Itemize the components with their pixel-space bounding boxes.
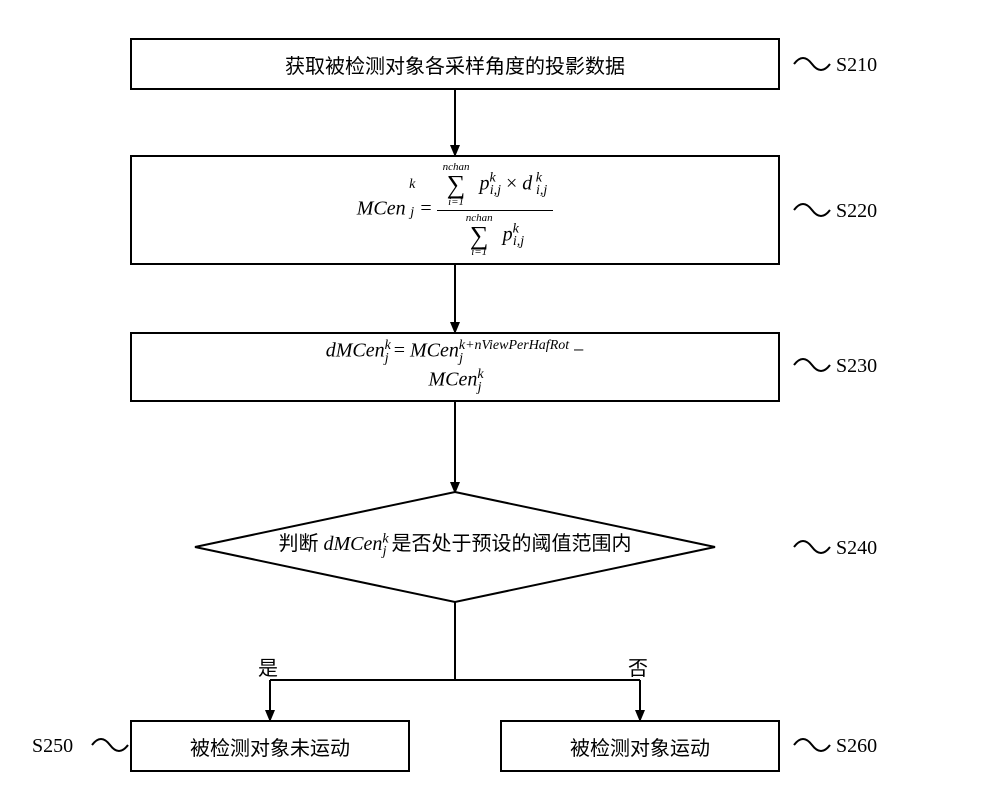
branch-yes-label: 是 xyxy=(258,652,278,681)
step-s260-text: 被检测对象运动 xyxy=(570,732,710,761)
step-s240-text: 判断 dMCenkj 是否处于预设的阈值范围内 xyxy=(195,527,715,560)
branch-no-label: 否 xyxy=(628,652,648,681)
step-s220-formula: MCen k j = nchan∑i=1 pki,j × d ki,j ncha… xyxy=(357,162,554,258)
step-s230-formula: dMCenkj = MCenk+nViewPerHafRotj − MCenkj xyxy=(297,338,614,395)
step-s210-text: 获取被检测对象各采样角度的投影数据 xyxy=(285,50,625,79)
step-label-s240: S240 xyxy=(836,537,877,560)
step-s250-box: 被检测对象未运动 xyxy=(130,720,410,772)
step-label-s220: S220 xyxy=(836,200,877,223)
step-label-s230: S230 xyxy=(836,355,877,378)
s240-suffix: 是否处于预设的阈值范围内 xyxy=(392,533,632,555)
s240-prefix: 判断 xyxy=(279,533,324,555)
step-s210-box: 获取被检测对象各采样角度的投影数据 xyxy=(130,38,780,90)
step-s260-box: 被检测对象运动 xyxy=(500,720,780,772)
step-label-s260: S260 xyxy=(836,735,877,758)
step-s220-box: MCen k j = nchan∑i=1 pki,j × d ki,j ncha… xyxy=(130,155,780,265)
connector-layer xyxy=(0,0,1000,809)
step-label-s210: S210 xyxy=(836,54,877,77)
flowchart-canvas: 获取被检测对象各采样角度的投影数据 MCen k j = nchan∑i=1 p… xyxy=(0,0,1000,809)
step-s230-box: dMCenkj = MCenk+nViewPerHafRotj − MCenkj xyxy=(130,332,780,402)
step-label-s250: S250 xyxy=(32,735,73,758)
step-s250-text: 被检测对象未运动 xyxy=(190,732,350,761)
